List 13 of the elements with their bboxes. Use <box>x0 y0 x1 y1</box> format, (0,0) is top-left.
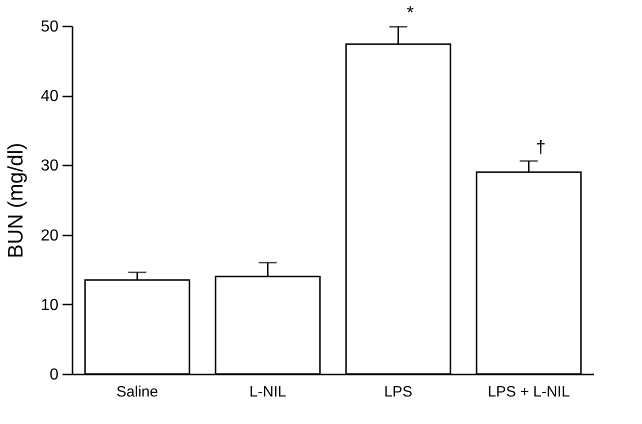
y-tick-label: 10 <box>40 296 59 314</box>
y-tick-label: 20 <box>40 227 59 244</box>
x-tick-label: LPS <box>384 384 412 400</box>
y-tick-label: 0 <box>50 366 59 384</box>
y-axis-title: BUN (mg/dl) <box>4 142 28 258</box>
x-tick-label: L-NIL <box>249 384 286 400</box>
y-tick-label: 30 <box>40 158 59 175</box>
annotation: * <box>406 2 414 23</box>
annotation: † <box>536 137 546 158</box>
x-tick-label: LPS + L-NIL <box>488 384 570 400</box>
x-tick-label: Saline <box>116 384 158 400</box>
y-tick-label: 40 <box>40 88 59 106</box>
y-tick-label: 50 <box>40 18 59 36</box>
